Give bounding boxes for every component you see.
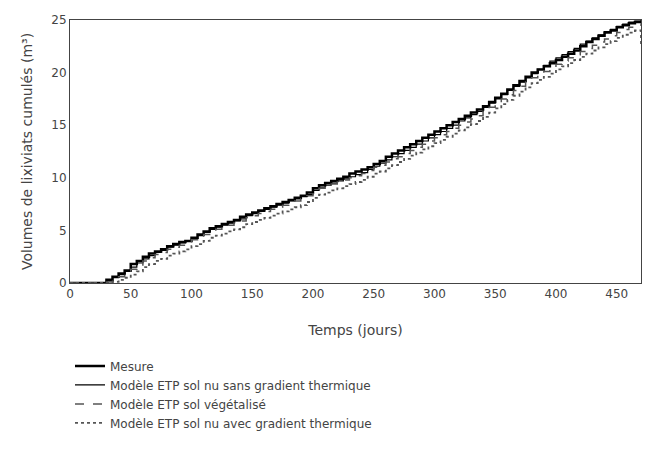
svg-text:10: 10 [51, 171, 66, 185]
svg-text:450: 450 [605, 287, 628, 301]
svg-text:0: 0 [59, 276, 67, 290]
svg-text:250: 250 [362, 287, 385, 301]
svg-text:Modèle ETP sol nu sans gradien: Modèle ETP sol nu sans gradient thermiqu… [110, 379, 371, 393]
svg-text:100: 100 [180, 287, 203, 301]
svg-text:5: 5 [59, 224, 67, 238]
svg-text:350: 350 [484, 287, 507, 301]
svg-text:25: 25 [51, 13, 66, 27]
svg-text:Modèle ETP sol végétalisé: Modèle ETP sol végétalisé [110, 398, 266, 412]
svg-text:300: 300 [423, 287, 446, 301]
svg-text:400: 400 [545, 287, 568, 301]
svg-text:150: 150 [241, 287, 264, 301]
svg-text:Modèle ETP sol nu avec gradien: Modèle ETP sol nu avec gradient thermiqu… [110, 417, 372, 431]
svg-text:50: 50 [123, 287, 138, 301]
svg-text:Volumes de lixiviats cumulés (: Volumes de lixiviats cumulés (m³) [19, 33, 35, 270]
svg-text:15: 15 [51, 118, 66, 132]
svg-text:0: 0 [66, 287, 74, 301]
svg-text:20: 20 [51, 66, 66, 80]
svg-text:Temps (jours): Temps (jours) [307, 322, 402, 338]
svg-text:200: 200 [302, 287, 325, 301]
svg-text:Mesure: Mesure [110, 360, 154, 374]
